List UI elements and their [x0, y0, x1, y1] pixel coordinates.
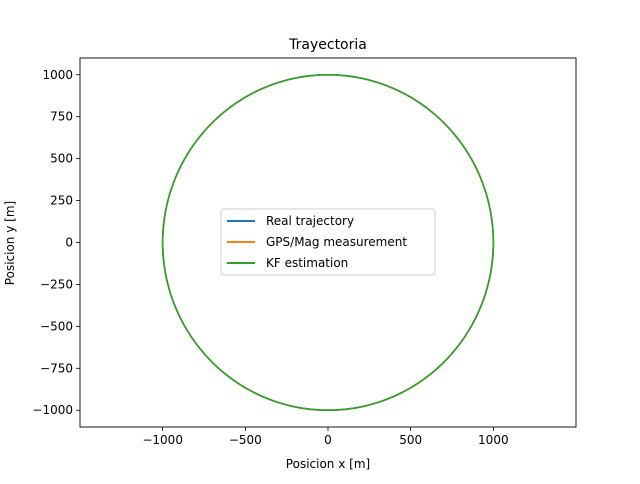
- y-tick-label: −1000: [32, 403, 73, 417]
- x-tick-label: 1000: [478, 433, 509, 447]
- y-tick-label: 750: [50, 110, 73, 124]
- legend-box: [220, 208, 436, 276]
- y-tick-label: 0: [65, 236, 73, 250]
- y-axis-label: Posicion y [m]: [3, 201, 17, 285]
- legend-label-0: Real trajectory: [266, 214, 354, 228]
- y-tick-label: −250: [40, 277, 73, 291]
- x-tick-label: −500: [229, 433, 262, 447]
- series-layer: [161, 73, 495, 412]
- x-axis-label: Posicion x [m]: [286, 457, 370, 471]
- legend: Real trajectory GPS/Mag measurement KF est…: [220, 208, 436, 276]
- x-tick-label: 500: [399, 433, 422, 447]
- x-axis: −1000 −500 0 500 1000: [142, 427, 509, 447]
- legend-label-1: GPS/Mag measurement: [266, 235, 407, 249]
- series-line-2: [161, 73, 495, 412]
- y-axis: 1000 750 500 250 0 −250 −500 −750 −1000: [32, 68, 80, 417]
- y-tick-label: 1000: [42, 68, 73, 82]
- x-tick-label: −1000: [142, 433, 183, 447]
- y-tick-label: −750: [40, 361, 73, 375]
- chart-title: Trayectoria: [288, 37, 367, 53]
- legend-label-2: KF estimation: [266, 256, 348, 270]
- y-tick-label: 250: [50, 194, 73, 208]
- x-tick-label: 0: [324, 433, 332, 447]
- y-tick-label: 500: [50, 152, 73, 166]
- y-tick-label: −500: [40, 319, 73, 333]
